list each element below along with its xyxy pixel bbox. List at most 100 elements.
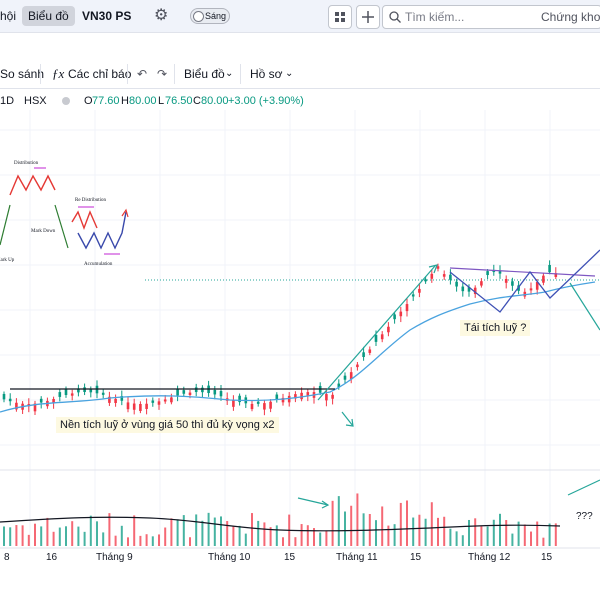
volume-bar <box>468 519 470 546</box>
profile-menu-button[interactable]: Hồ sơ <box>250 67 283 81</box>
candle-body <box>269 401 272 409</box>
search-placeholder: Tìm kiếm... <box>405 10 465 24</box>
candle-body <box>27 403 31 407</box>
chart-menu-button[interactable]: Biểu đồ <box>184 67 225 81</box>
volume-bar <box>406 500 408 546</box>
distribution-label: Distribution <box>14 161 39 166</box>
arrowhead-icon <box>121 208 129 218</box>
candle-body <box>455 281 458 287</box>
theme-toggle[interactable]: Sáng <box>190 8 230 24</box>
nav-item-partial[interactable]: hội <box>0 9 17 23</box>
pointer-arrow <box>341 411 354 427</box>
volume-bar <box>449 528 452 546</box>
volume-bar <box>77 526 80 546</box>
layout-grid-button[interactable] <box>328 5 352 29</box>
add-button[interactable] <box>356 5 380 29</box>
arrowhead-icon <box>345 418 354 427</box>
accumulation-zigzag <box>77 211 127 250</box>
exchange-label: HSX <box>24 95 47 107</box>
candle-body <box>529 288 533 291</box>
volume-bar <box>263 522 266 546</box>
candle-body <box>201 387 204 393</box>
volume-bar <box>34 523 36 546</box>
volume-bar <box>58 527 61 546</box>
volume-note[interactable]: ??? <box>576 511 593 522</box>
volume-bar <box>300 524 303 546</box>
volume-up-arrow <box>567 479 600 496</box>
divider <box>240 64 241 84</box>
candle-body <box>498 271 502 274</box>
volume-bar <box>424 518 427 546</box>
candle-body <box>176 389 179 396</box>
interval-label[interactable]: 1D <box>0 95 15 107</box>
volume-bar <box>127 537 129 546</box>
moving-average-line <box>0 281 596 413</box>
redo-icon[interactable]: ↷ <box>157 67 168 81</box>
search-input[interactable]: Tìm kiếm... Chứng khoán <box>382 5 600 29</box>
volume-bar <box>375 520 377 546</box>
candle-body <box>362 352 365 358</box>
reaccum-note[interactable]: Tái tích luỹ ? <box>460 320 531 336</box>
indicators-button[interactable]: Các chỉ báo <box>68 67 132 81</box>
candle-body <box>46 400 49 407</box>
arrowhead-icon <box>428 264 438 274</box>
candle-body <box>225 398 229 401</box>
candle-body <box>52 398 55 404</box>
volume-bar <box>399 502 402 546</box>
candle-body <box>374 334 378 342</box>
volume-bar <box>480 526 483 546</box>
volume-bar <box>195 514 198 546</box>
candle-body <box>424 279 427 282</box>
volume-bar <box>288 514 291 546</box>
candle-body <box>8 398 12 402</box>
candle-body <box>405 304 409 312</box>
candle-body <box>535 282 539 290</box>
volume-bar <box>344 511 346 546</box>
base-note[interactable]: Nền tích luỹ ở vùng giá 50 thì đủ kỳ vọn… <box>56 417 279 433</box>
candle-body <box>492 269 496 273</box>
volume-bar <box>412 517 415 546</box>
time-axis-label: 15 <box>284 552 296 563</box>
volume-bar <box>337 496 340 546</box>
candle-body <box>473 287 477 295</box>
low-label: L <box>158 95 165 107</box>
visibility-dot-icon[interactable] <box>62 97 70 105</box>
volume-bar <box>368 513 371 546</box>
chart-toolbar: So sánh ƒx Các chỉ báo ↶ ↷ Biểu đồ ⌄ Hồ … <box>0 60 600 89</box>
volume-bar <box>71 521 74 546</box>
volume-bar <box>170 518 173 546</box>
tab-chart[interactable]: Biểu đồ <box>22 6 75 26</box>
grid-icon <box>335 12 345 22</box>
candle-body <box>33 403 37 412</box>
undo-icon[interactable]: ↶ <box>137 67 148 81</box>
candle-body <box>287 395 291 403</box>
open-value: 77.60 <box>92 95 120 107</box>
theme-toggle-label: Sáng <box>205 11 227 21</box>
volume-bar <box>530 531 532 546</box>
volume-bar <box>114 535 117 546</box>
volume-bar <box>201 520 204 546</box>
candle-body <box>343 375 347 380</box>
volume-bar <box>269 527 272 546</box>
volume-bar <box>511 533 514 546</box>
market-filter[interactable]: Chứng khoán <box>541 10 600 24</box>
volume-bar <box>244 533 247 546</box>
candle-body <box>387 326 390 333</box>
candle-body <box>337 383 341 388</box>
fx-icon[interactable]: ƒx <box>52 66 65 81</box>
candle-body <box>70 393 74 396</box>
gear-icon[interactable]: ⚙ <box>154 7 169 24</box>
volume-bar <box>455 531 458 546</box>
volume-bar <box>232 526 235 546</box>
compare-button[interactable]: So sánh <box>0 67 45 81</box>
markup-label: Mark Up <box>0 258 15 263</box>
wyckoff-inset <box>0 167 129 255</box>
candle-body <box>442 274 446 277</box>
volume-bar <box>164 527 167 546</box>
symbol-button[interactable]: VN30 PS <box>82 9 132 23</box>
volume-bar <box>499 513 501 546</box>
candle-body <box>380 334 384 340</box>
volume-bar <box>542 537 545 546</box>
time-axis-label: Tháng 9 <box>96 552 133 563</box>
candle-body <box>511 281 514 286</box>
